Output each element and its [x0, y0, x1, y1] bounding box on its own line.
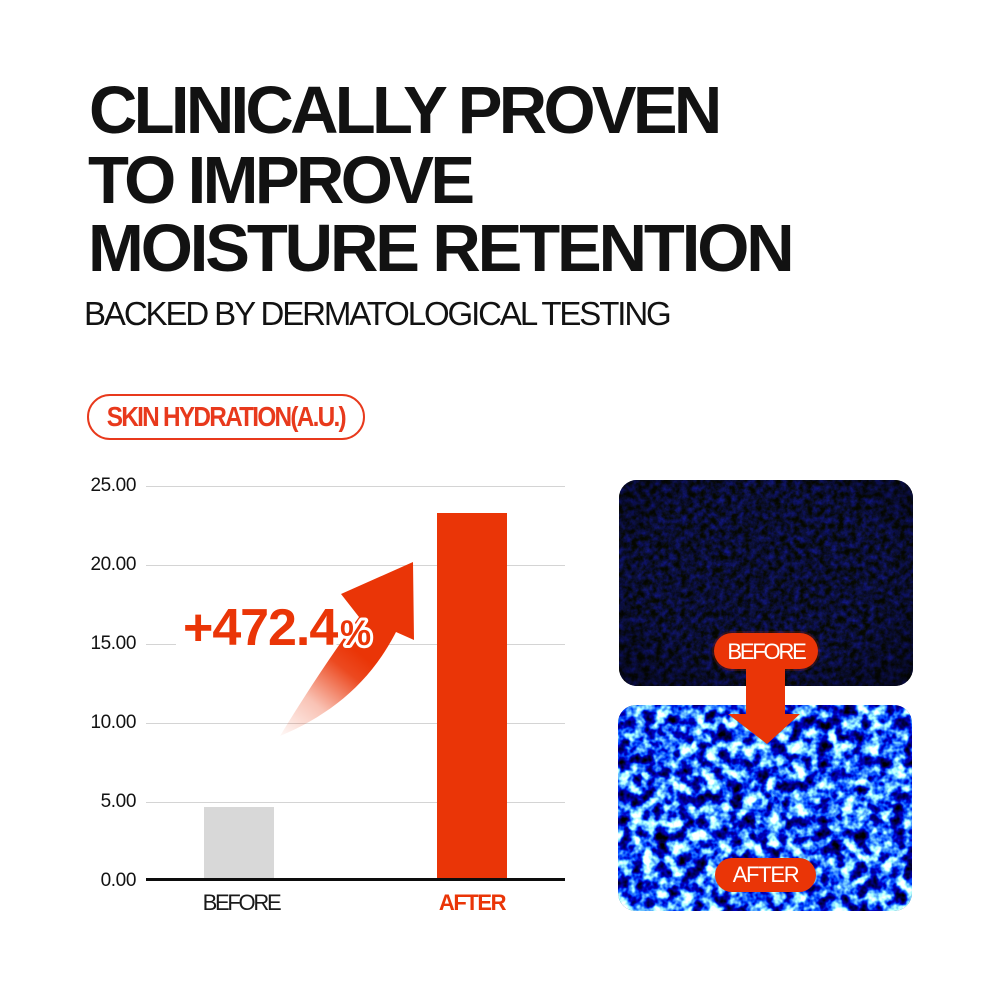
- svg-text:+472.4: +472.4: [183, 599, 338, 657]
- svg-text:%: %: [340, 614, 371, 653]
